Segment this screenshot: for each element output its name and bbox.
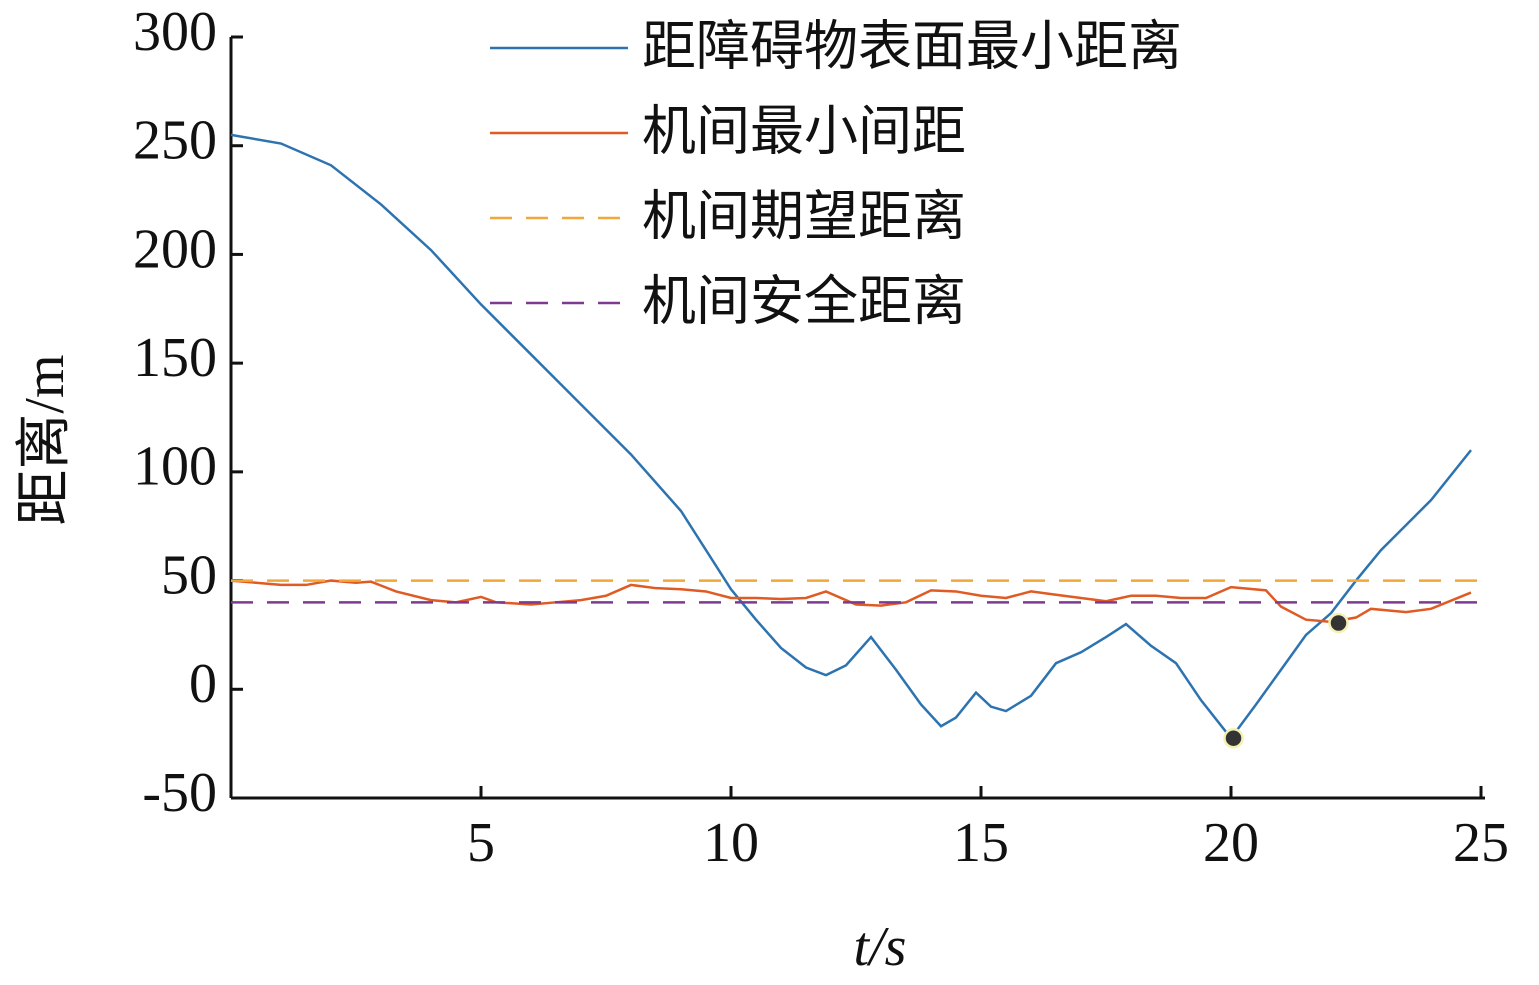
legend-label: 距障碍物表面最小距离 [642, 16, 1182, 76]
y-tick-label: 200 [133, 218, 217, 280]
y-tick-label: 0 [189, 653, 217, 715]
y-tick-label: 100 [133, 436, 217, 498]
x-tick-label: 25 [1453, 812, 1509, 874]
legend-label: 机间最小间距 [642, 101, 966, 161]
y-tick-label: 50 [161, 544, 217, 606]
y-tick-label: 300 [133, 1, 217, 63]
series-line [230, 133, 1472, 741]
x-tick-label: 10 [703, 812, 759, 874]
y-tick-label: 250 [133, 110, 217, 172]
x-tick-label: 15 [953, 812, 1009, 874]
marker-point [1223, 727, 1244, 749]
series-line [230, 579, 1472, 624]
legend-label: 机间期望距离 [642, 186, 966, 246]
x-axis-label: t/s [854, 916, 907, 978]
x-tick-label: 5 [467, 812, 495, 874]
x-tick-label: 20 [1203, 812, 1259, 874]
marker-point [1328, 612, 1349, 634]
y-axis-label: 距离/m [14, 354, 76, 525]
y-tick-label: -50 [142, 762, 217, 824]
y-tick-label: 150 [133, 327, 217, 389]
legend-label: 机间安全距离 [642, 271, 966, 331]
